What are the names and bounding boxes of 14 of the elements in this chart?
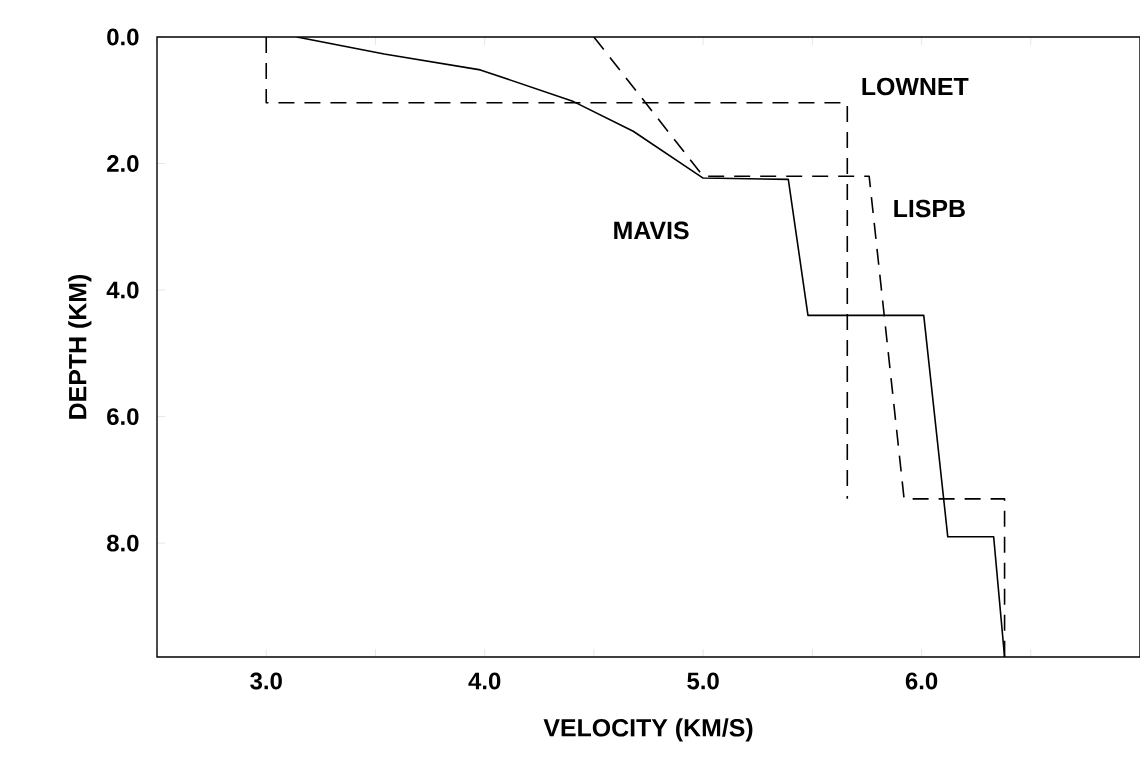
- x-axis-title: VELOCITY (KM/S): [543, 718, 753, 742]
- y-tick-label: 0.0: [107, 28, 139, 46]
- y-tick-label: 6.0: [107, 408, 139, 426]
- series-label: MAVIS: [614, 221, 689, 240]
- y-axis-title: DEPTH (KM): [68, 274, 92, 419]
- x-tick-label: 6.0: [905, 672, 938, 690]
- x-tick-label: 5.0: [687, 672, 719, 690]
- y-tick-label: 4.0: [106, 281, 139, 299]
- y-tick-label: 8.0: [107, 534, 139, 552]
- x-tick-label: 4.0: [468, 672, 501, 690]
- series-label: LOWNET: [862, 77, 969, 96]
- x-tick-label: 3.0: [250, 672, 282, 690]
- series-label: LISPB: [894, 199, 965, 218]
- y-tick-label: 2.0: [107, 155, 139, 172]
